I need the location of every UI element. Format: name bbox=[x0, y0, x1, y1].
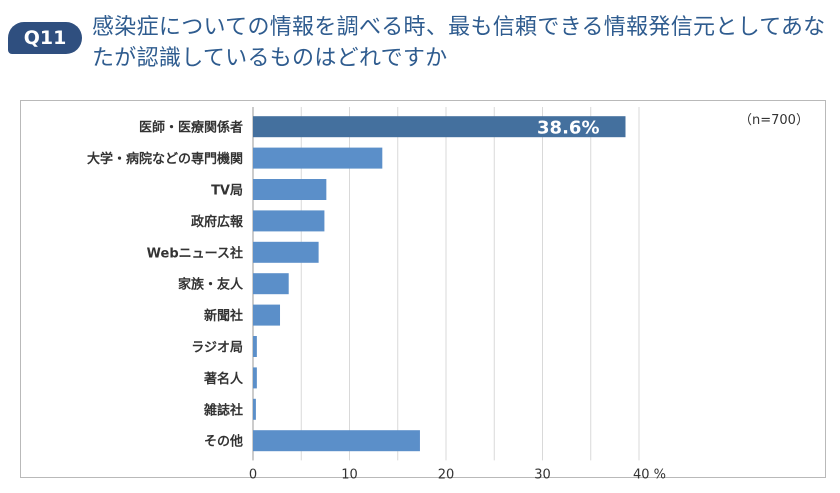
question-number-badge: Q11 bbox=[8, 22, 82, 54]
bar-chart: 医師・医療関係者大学・病院などの専門機関 TV局政府広報 Webニュース社家族・友人… bbox=[20, 100, 826, 479]
category-label: 新聞社 bbox=[204, 308, 243, 324]
sample-size-label: （n=700） bbox=[739, 113, 809, 128]
x-tick-label: 20 bbox=[438, 467, 455, 479]
category-label: 著名人 bbox=[203, 371, 244, 387]
category-label: TV局 bbox=[211, 184, 243, 199]
bar-1 bbox=[253, 147, 383, 169]
bar-10 bbox=[253, 430, 420, 452]
category-label: 家族・友人 bbox=[178, 277, 244, 293]
bar-6 bbox=[253, 304, 281, 326]
x-tick-label: 40 % bbox=[633, 467, 666, 479]
bar-8 bbox=[253, 367, 257, 389]
category-label: Webニュース社 bbox=[147, 245, 243, 261]
x-tick-label: 30 bbox=[534, 467, 551, 479]
x-tick-label: 10 bbox=[341, 467, 358, 479]
category-label: 政府広報 bbox=[191, 214, 244, 230]
category-label: ラジオ局 bbox=[191, 341, 243, 356]
bar-2 bbox=[253, 179, 327, 200]
bar-5 bbox=[253, 273, 289, 295]
bar-4 bbox=[253, 241, 319, 263]
bar-9 bbox=[253, 398, 256, 420]
bar-0 bbox=[253, 116, 626, 138]
category-label: 大学・病院などの専門機関 bbox=[87, 151, 243, 167]
category-label: その他 bbox=[204, 434, 243, 450]
bar-7 bbox=[253, 336, 257, 357]
category-label: 雑誌社 bbox=[203, 402, 243, 418]
category-label: 医師・医療関係者 bbox=[139, 120, 243, 136]
highlight-data-label: 38.6% bbox=[537, 118, 599, 139]
x-tick-label: 0 bbox=[249, 467, 257, 479]
question-header: Q11 感染症についての情報を調べる時、最も信頼できる情報発信元としてあなたが認… bbox=[0, 0, 840, 95]
question-title: 感染症についての情報を調べる時、最も信頼できる情報発信元としてあなたが認識してい… bbox=[92, 15, 826, 71]
bar-3 bbox=[253, 210, 325, 232]
